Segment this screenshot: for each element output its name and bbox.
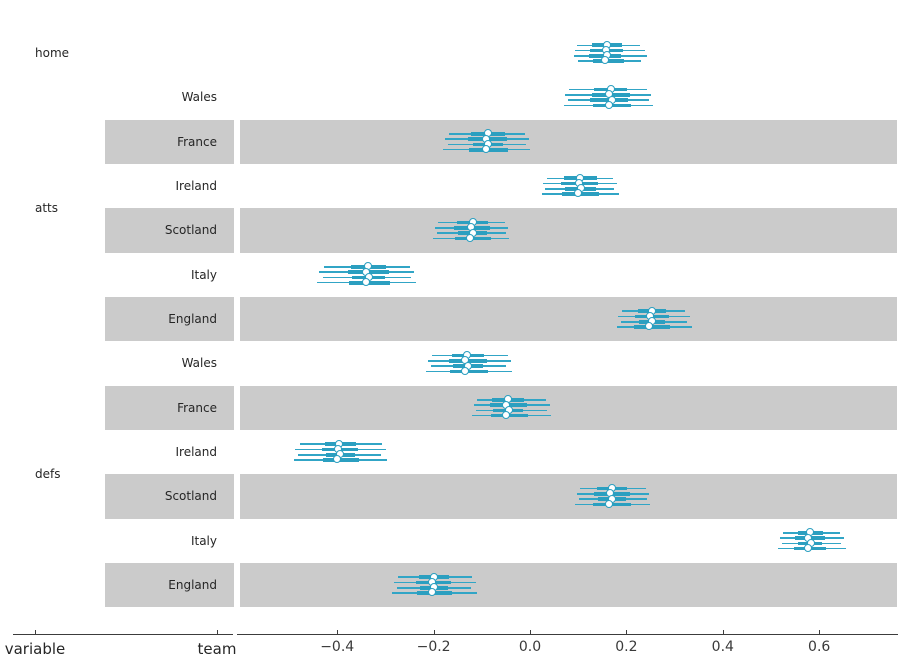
row-shading-label-box — [105, 562, 234, 608]
x-axis-tick-label: 0.0 — [518, 639, 542, 655]
team-label: Italy — [190, 267, 217, 282]
row-shading-plot-band — [240, 474, 897, 519]
x-axis-tick — [626, 630, 628, 634]
team-label: Ireland — [175, 445, 217, 460]
x-axis-tick — [433, 630, 435, 634]
team-axis-label: team — [197, 640, 237, 658]
team-label: Scotland — [164, 489, 217, 504]
variable-group-label: defs — [35, 467, 61, 482]
median-marker — [501, 411, 510, 420]
team-label: Wales — [181, 90, 217, 105]
x-axis-tick — [337, 630, 339, 634]
label-axis-line — [13, 634, 233, 635]
variable-group-label: atts — [35, 201, 59, 216]
x-axis-tick-label: 0.6 — [808, 639, 831, 655]
row-shading-plot-band — [240, 208, 897, 253]
variable-group-label: home — [35, 46, 70, 61]
median-marker — [645, 322, 654, 331]
median-marker — [604, 100, 613, 109]
median-marker — [460, 366, 469, 375]
team-column-tick — [217, 630, 218, 634]
median-marker — [362, 278, 370, 287]
median-marker — [605, 499, 614, 508]
row-shading-label-box — [105, 119, 234, 164]
team-label: France — [177, 400, 217, 415]
team-label: England — [168, 578, 217, 593]
variable-axis-label: variable — [4, 640, 66, 658]
team-label: Wales — [181, 356, 217, 371]
median-marker — [481, 145, 490, 154]
team-label: England — [168, 312, 217, 327]
row-shading-plot-band — [240, 119, 897, 164]
x-axis-tick — [530, 630, 531, 634]
median-marker — [574, 189, 583, 198]
row-shading-plot-band — [240, 296, 897, 342]
row-shading-plot-band — [240, 562, 897, 608]
median-marker — [601, 56, 610, 65]
x-axis-tick-label: 0.4 — [711, 639, 734, 655]
row-shading-label-box — [105, 385, 234, 430]
row-shading-plot-band — [240, 385, 897, 430]
x-axis-tick-label: −0.4 — [320, 639, 355, 655]
team-label: Ireland — [175, 179, 217, 194]
x-axis-tick — [819, 630, 821, 634]
x-axis-tick-label: 0.2 — [615, 639, 638, 655]
median-marker — [466, 233, 475, 242]
team-label: France — [177, 134, 217, 149]
median-marker — [427, 588, 436, 597]
x-axis-tick-label: −0.2 — [416, 639, 451, 655]
variable-column-tick — [35, 630, 36, 634]
quartile-interval-line — [449, 369, 489, 374]
row-shading-label-box — [105, 208, 234, 253]
team-label: Scotland — [164, 223, 217, 238]
team-label: Italy — [190, 533, 217, 548]
row-shading-label-box — [105, 474, 234, 519]
median-marker — [803, 544, 812, 553]
median-marker — [333, 455, 342, 464]
x-axis-tick — [722, 630, 724, 634]
x-axis-line — [237, 634, 898, 635]
row-shading-label-box — [105, 296, 234, 342]
